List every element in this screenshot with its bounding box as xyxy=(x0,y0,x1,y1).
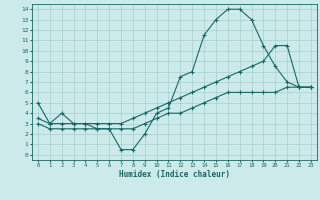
X-axis label: Humidex (Indice chaleur): Humidex (Indice chaleur) xyxy=(119,170,230,179)
